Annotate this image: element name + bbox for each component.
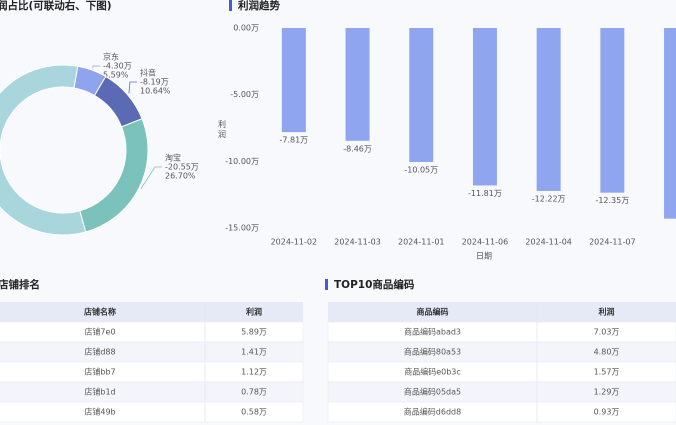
table-cell: 店铺7e0	[84, 327, 115, 337]
table-title: 店铺排名	[0, 278, 40, 291]
table-row	[327, 321, 676, 343]
x-tick-label: 2024-11-03	[334, 238, 381, 247]
column-header: 店铺名称	[84, 307, 116, 317]
table-cell: 店铺b1d	[84, 387, 115, 397]
table-title: TOP10商品编码	[334, 278, 415, 291]
slice-percent: 5.59%	[103, 71, 129, 80]
table-cell: 4.80万	[594, 348, 620, 357]
pie-slice	[79, 118, 149, 233]
table-cell: 商品编码05da5	[404, 387, 461, 397]
table-row	[327, 401, 676, 423]
table-row	[327, 361, 676, 383]
value-label: -8.46万	[343, 144, 372, 153]
y-tick-label: -5.00万	[230, 90, 259, 99]
table-cell: 1.12万	[241, 368, 267, 377]
leader-line	[128, 81, 137, 94]
slice-amount: -20.55万	[165, 163, 199, 172]
bar	[345, 28, 370, 141]
y-tick-label: -10.00万	[225, 157, 259, 166]
bar	[281, 28, 306, 133]
column-header: 利润	[245, 307, 262, 317]
table-header	[0, 302, 303, 322]
table-row	[327, 381, 676, 403]
table-cell: 0.78万	[241, 388, 267, 397]
table-header	[328, 302, 676, 322]
slice-label: 京东	[103, 52, 119, 62]
slice-amount: -8.19万	[140, 78, 169, 87]
value-label: -10.05万	[404, 166, 438, 175]
leader-line	[92, 65, 100, 69]
column-header: 利润	[598, 307, 615, 317]
table-cell: 0.93万	[594, 408, 620, 417]
slice-amount: -4.30万	[103, 62, 132, 71]
x-tick-label: 2024-11-04	[525, 238, 572, 247]
table-cell: 商品编码abad3	[404, 327, 461, 337]
value-label: -12.22万	[532, 194, 566, 203]
slice-label: 抖音	[140, 68, 156, 78]
table-cell: 1.57万	[594, 368, 620, 377]
value-label: -12.35万	[595, 196, 629, 205]
bar	[472, 28, 497, 186]
table-cell: 1.41万	[241, 348, 267, 357]
bar-title: 利润趋势	[238, 0, 280, 12]
pie-title: 润占比(可联动右、下图)	[0, 0, 112, 12]
table-cell: 1.29万	[594, 388, 620, 397]
pie-slice	[0, 64, 87, 236]
table-cell: 店铺49b	[84, 407, 115, 417]
title-marker	[325, 279, 328, 290]
x-axis-label: 日期	[476, 252, 492, 261]
bar	[536, 28, 561, 191]
title-marker	[229, 0, 232, 11]
table-cell: 商品编码e0b3c	[404, 367, 461, 377]
x-tick-label: 2024-11-06	[462, 238, 509, 247]
table-cell: 7.03万	[594, 328, 620, 337]
table-cell: 5.89万	[241, 328, 267, 337]
value-label: -11.81万	[468, 189, 502, 198]
x-tick-label: 2024-11-01	[398, 238, 445, 247]
table-row	[327, 341, 676, 363]
x-tick-label: 2024-11-07	[589, 238, 636, 247]
column-header: 商品编码	[417, 307, 449, 317]
y-tick-label: 0.00万	[233, 24, 259, 33]
table-cell: 商品编码d6dd8	[404, 407, 461, 417]
pie-slice	[93, 75, 143, 128]
table-cell: 店铺d88	[84, 347, 115, 357]
y-tick-label: -15.00万	[225, 224, 259, 233]
table-cell: 商品编码80a53	[404, 347, 461, 357]
y-axis-label: 利润	[218, 119, 226, 139]
x-tick-label: 2024-11-02	[271, 238, 318, 247]
slice-percent: 26.70%	[165, 172, 196, 181]
bar	[600, 28, 625, 193]
slice-percent: 10.64%	[140, 87, 171, 96]
bar	[664, 28, 676, 219]
bar	[409, 28, 434, 162]
table-cell: 店铺bb7	[84, 367, 115, 377]
value-label: -7.81万	[279, 136, 308, 145]
table-row	[0, 401, 304, 423]
slice-label: 淘宝	[165, 153, 181, 163]
table-cell: 0.58万	[241, 408, 267, 417]
leader-line	[140, 166, 162, 190]
